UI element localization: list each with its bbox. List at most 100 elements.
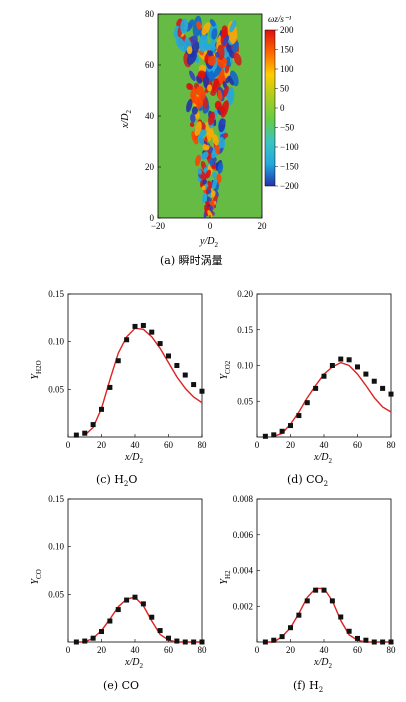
measurement-point [346,628,352,634]
colorbar-tick-label: 150 [280,45,294,55]
vortex-blob [227,87,235,106]
vortex-blob [213,65,222,78]
vorticity-ytick-label: 80 [145,9,155,19]
vortex-blob [224,64,230,74]
vorticity-xtick-label: 0 [208,221,213,231]
measurement-point [271,432,277,438]
simulation-line [265,587,391,643]
measurement-point [82,638,88,644]
vortex-blob [180,18,189,34]
measurement-point [296,413,302,419]
measurement-point [321,587,327,593]
ytick-label: 0.008 [233,494,254,504]
caption-a: (a) 瞬时涡量 [160,254,223,267]
measurement-point [338,356,344,362]
vortex-blob [211,164,216,170]
xtick-label: 20 [286,645,296,655]
colorbar-tick-label: −200 [280,181,299,191]
xtick-label: 0 [255,645,260,655]
vortex-blob [226,42,232,53]
measurement-point [107,384,113,390]
measurement-point [124,337,130,343]
measurement-point [262,639,268,645]
vortex-blob [207,210,213,218]
vortex-blob [222,35,230,46]
xtick-label: 0 [66,440,71,450]
ytick-label: 0.20 [237,289,253,299]
measurement-point [371,378,377,384]
measurement-point [107,618,113,624]
vortex-blob [204,122,215,138]
vortex-blob [197,168,202,175]
ylabel: YCO [30,569,43,584]
measurement-point [157,341,163,347]
xtick-label: 0 [255,440,260,450]
xlabel: x/D2 [313,657,332,670]
colorbar-tick-label: 0 [280,103,285,113]
caption-d: (d) CO2 [287,473,328,488]
colorbar-tick-label: 200 [280,25,294,35]
vortex-blob [202,192,208,203]
xtick-label: 40 [320,645,330,655]
vortex-blob [204,206,211,215]
measurement-point [304,400,310,406]
vorticity-xtick-label: 20 [258,221,268,231]
vortex-blob [190,113,196,123]
vortex-blob [217,162,224,174]
vortex-blob [212,172,217,179]
xtick-label: 40 [131,440,141,450]
xtick-label: 20 [286,440,296,450]
measurement-point [380,385,386,391]
vorticity-ytick-label: 20 [145,162,155,172]
measurement-point [363,637,369,643]
vortex-blob [175,36,187,53]
colorbar-tick-label: −50 [280,123,295,133]
ytick-label: 0.05 [48,589,64,599]
vortex-blob [208,205,213,212]
plot-frame [67,498,203,643]
measurement-point [296,612,302,618]
vortex-blob [202,179,207,185]
vortex-blob [217,89,223,101]
measurement-point [73,432,79,438]
measurement-point [140,322,146,328]
vortex-blob [233,52,242,66]
measurement-point [90,422,96,428]
ytick-label: 0.15 [48,494,64,504]
vortex-blob [207,84,212,92]
measurement-point [140,601,146,607]
ytick-label: 0.05 [48,384,64,394]
xtick-label: 0 [66,645,71,655]
ytick-label: 0.002 [233,601,253,611]
vortex-blob [206,131,211,142]
measurement-point [99,406,104,412]
measurement-point [313,385,319,391]
vorticity-ylabel: x/D2 [120,110,133,129]
measurement-point [149,329,155,335]
colorbar-ticks: 200 150 100 50 0 −50 −100 −150 −200 [275,25,299,191]
colorbar-tick-label: 100 [280,64,294,74]
vortex-blob [201,185,207,191]
measurement-point [271,637,277,643]
measurement-point [329,598,335,604]
measurement-point [371,639,377,645]
ylabel: YH2 [219,570,232,585]
ytick-label: 0.10 [48,337,64,347]
measurement-point [124,597,130,603]
colorbar-title: ωz/s⁻¹ [268,14,292,24]
measurement-point [321,373,327,379]
measurement-point [363,371,369,377]
vortex-blob [204,144,210,151]
panel-c-h2o: 0 20 40 60 80 0.05 0.10 0.15 x/D2 YH2O [30,289,207,465]
xtick-label: 60 [164,440,174,450]
xtick-label: 80 [198,440,208,450]
vortex-blob [216,173,222,184]
vortex-blob [205,169,211,179]
xtick-label: 60 [353,645,363,655]
xlabel: x/D2 [124,452,143,465]
vorticity-xlabel: y/D2 [199,236,218,249]
ytick-label: 0.15 [237,325,253,335]
